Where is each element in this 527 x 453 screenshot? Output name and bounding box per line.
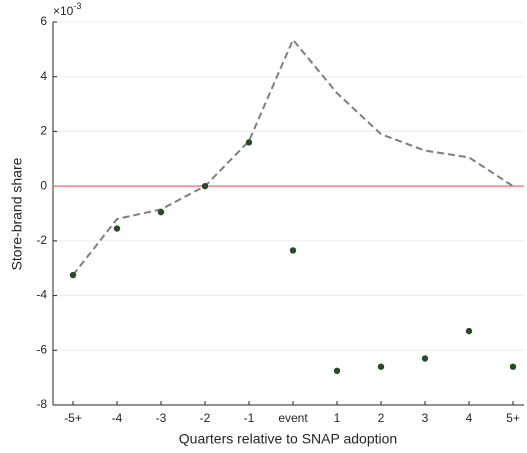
- data-line: [72, 37, 514, 276]
- x-tick-label: event: [278, 411, 308, 425]
- y-exponent-power: -3: [73, 1, 81, 11]
- y-exponent: ×10-3: [53, 1, 81, 18]
- y-exponent-base: ×10: [53, 4, 74, 18]
- x-tick-label: 3: [422, 411, 429, 425]
- y-tick-label: -6: [36, 342, 47, 356]
- data-point: [377, 363, 385, 370]
- x-tick-label: 4: [466, 411, 473, 425]
- data-point: [509, 363, 517, 370]
- data-point: [69, 271, 77, 279]
- y-tick-label: -8: [36, 397, 47, 411]
- y-axis-label: Store-brand share: [9, 157, 25, 270]
- x-tick-label: -2: [200, 411, 211, 425]
- data-point: [201, 182, 209, 190]
- x-tick-label: 1: [334, 411, 341, 425]
- x-tick-label: 2: [378, 411, 385, 425]
- x-tick-label: 5+: [506, 411, 520, 425]
- data-point: [157, 208, 165, 216]
- x-tick-label: -3: [156, 411, 167, 425]
- data-point: [465, 327, 473, 335]
- y-tick-label: -2: [36, 233, 47, 247]
- y-tick-label: -4: [36, 288, 47, 302]
- y-tick-label: 0: [40, 178, 47, 192]
- y-tick-label: 4: [40, 69, 47, 83]
- data-point: [289, 247, 297, 254]
- data-point: [113, 225, 121, 232]
- data-point: [245, 139, 253, 146]
- data-point: [421, 355, 429, 362]
- x-tick-label: -1: [244, 411, 255, 425]
- x-axis-label: Quarters relative to SNAP adoption: [179, 431, 397, 447]
- data-point: [333, 367, 341, 375]
- x-tick-label: -5+: [64, 411, 82, 425]
- y-tick-label: 2: [40, 124, 47, 138]
- x-tick-label: -4: [112, 411, 123, 425]
- y-tick-label: 6: [40, 14, 47, 28]
